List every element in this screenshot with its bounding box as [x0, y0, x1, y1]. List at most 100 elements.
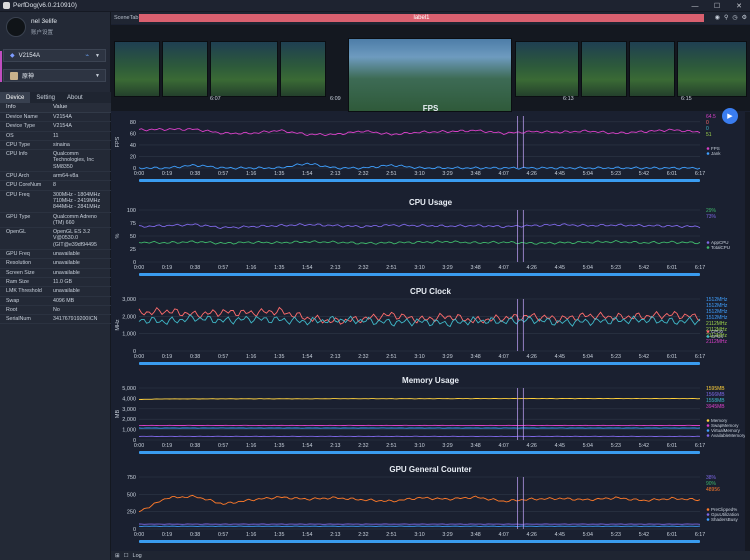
legend-entry[interactable]: PreClipped% [711, 507, 737, 512]
legend-entry[interactable]: FPS [711, 146, 720, 151]
x-tick-label: 5:23 [611, 265, 621, 271]
x-tick-label: 2:32 [358, 265, 368, 271]
chart-3[interactable]: 0 1,000 2,000 3,000 4,000 5,000 MB 0:00 0:19 0:38… [111, 374, 750, 462]
close-button[interactable]: ✕ [736, 3, 742, 10]
legend-entry[interactable]: TotalCPU [711, 245, 730, 250]
settings-icon[interactable]: ⚙ [741, 15, 747, 21]
x-tick-label: 0:19 [162, 171, 172, 177]
log-checkbox[interactable]: ☐ [123, 552, 129, 559]
chart-0[interactable]: 0 20 40 60 80 FPS 0:00 0:19 0:38 0:57 1:16 1:35 1:54… [111, 102, 750, 190]
device-icon: ◆ [10, 53, 15, 59]
row-label: Resolution [6, 260, 32, 267]
timeline-scrollbar[interactable] [139, 273, 700, 276]
chart-svg[interactable]: 0 1,000 2,000 3,000 4,000 5,000 MB 0:00 0:19 0:38… [111, 374, 750, 462]
x-tick-label: 2:13 [330, 532, 340, 538]
tab-device[interactable]: Device [0, 92, 31, 103]
y-tick-label: 750 [127, 475, 136, 481]
row-label: OpenGL [6, 229, 27, 236]
header-info: Info [6, 104, 16, 111]
legend-entry[interactable]: AvailableMemory [711, 433, 746, 438]
screenshot-thumbnail[interactable] [677, 41, 747, 97]
expand-icon[interactable]: ⊞ [115, 552, 120, 559]
screenshot-thumbnail[interactable] [581, 41, 627, 97]
chart-svg[interactable]: 0 250 500 750 0:00 0:19 0:38 0:57 1:16 1:35 1:54 2:… [111, 463, 750, 551]
thumbnail-time: 6:15 [681, 96, 692, 102]
chevron-down-icon: ▼ [95, 72, 100, 79]
vertical-scrollbar[interactable] [745, 112, 750, 552]
thumbnail-time: 6:13 [563, 96, 574, 102]
chart-title: FPS [422, 104, 439, 113]
chart-svg[interactable]: 0 20 40 60 80 FPS 0:00 0:19 0:38 0:57 1:16 1:35 1:54… [111, 102, 750, 190]
legend-value: 38% [706, 475, 717, 481]
account-settings-link[interactable]: 账户设置 [31, 30, 54, 36]
chart-svg[interactable]: 0 25 50 75 100% 0:00 0:19 0:38 0:57 1:16 1:35 1:54 2… [111, 196, 750, 284]
user-section[interactable]: nel 3elife 账户设置 [0, 12, 110, 42]
chart-svg[interactable]: 0 1,000 2,000 3,000 MHz 0:00 0:19 0:38 0:57 1:16 1… [111, 285, 750, 373]
x-tick-label: 6:17 [695, 265, 705, 271]
x-tick-label: 0:00 [134, 443, 144, 449]
tab-about[interactable]: About [67, 94, 83, 101]
app-select[interactable]: 原神 ▼ [3, 69, 106, 82]
minimize-button[interactable]: — [691, 2, 699, 10]
x-tick-label: 3:48 [470, 265, 480, 271]
scene-bar: SceneTab label1 ◉ ⚲ ◷ ⚙ [111, 12, 750, 24]
x-tick-label: 6:01 [667, 532, 677, 538]
x-tick-label: 2:32 [358, 171, 368, 177]
x-tick-label: 1:54 [302, 171, 312, 177]
timeline-scrollbar[interactable] [139, 540, 700, 543]
legend-entry[interactable]: VirtualMemory [711, 428, 741, 433]
x-tick-label: 0:38 [190, 532, 200, 538]
table-row: Device Type V2154A [0, 122, 111, 132]
timeline-scrollbar[interactable] [139, 362, 700, 365]
pin-icon[interactable]: ⚲ [723, 15, 729, 21]
tab-setting[interactable]: Setting [36, 94, 56, 101]
chart-4[interactable]: 0 250 500 750 0:00 0:19 0:38 0:57 1:16 1:35 1:54 2:… [111, 463, 750, 551]
screenshot-current[interactable] [348, 38, 512, 112]
x-tick-label: 1:54 [302, 443, 312, 449]
screenshot-thumbnail[interactable] [515, 41, 579, 97]
avatar[interactable] [6, 17, 26, 37]
maximize-button[interactable]: ☐ [713, 3, 721, 10]
timeline-scrollbar[interactable] [139, 179, 700, 182]
y-tick-label: 2,000 [122, 417, 136, 423]
screenshot-strip[interactable]: 6:07 6:09 6:13 6:15 [111, 25, 750, 112]
legend-entry[interactable]: AppCPU [711, 240, 729, 245]
legend-entry[interactable]: Jank [711, 151, 721, 156]
x-tick-label: 3:48 [470, 354, 480, 360]
series-line [138, 494, 701, 513]
screenshot-thumbnail[interactable] [114, 41, 160, 97]
scene-label[interactable]: label1 [139, 14, 704, 22]
device-select[interactable]: ◆ V2154A ⌁ ▼ [3, 49, 106, 62]
screenshot-thumbnail[interactable] [280, 41, 326, 97]
y-tick-label: 1,000 [122, 332, 136, 338]
legend-entry[interactable]: ShadersBusy [711, 517, 739, 522]
chart-title: GPU General Counter [389, 465, 472, 474]
legend-entry[interactable]: GpuUtilization [711, 512, 740, 517]
legend-entry[interactable]: SwapMemory [711, 423, 739, 428]
y-axis-label: MHz [115, 319, 121, 331]
screenshot-thumbnail[interactable] [210, 41, 278, 97]
location-icon[interactable]: ◉ [714, 15, 720, 21]
legend-value: 51 [706, 132, 712, 138]
x-tick-label: 0:00 [134, 354, 144, 360]
legend-entry[interactable]: CPU4 [711, 334, 724, 339]
x-tick-label: 3:48 [470, 532, 480, 538]
chart-1[interactable]: 0 25 50 75 100% 0:00 0:19 0:38 0:57 1:16 1:35 1:54 2… [111, 196, 750, 284]
row-label: CPU Freq [6, 191, 30, 198]
wifi-icon[interactable]: ⌁ [85, 53, 89, 59]
x-tick-label: 4:07 [498, 443, 508, 449]
row-value: OpenGL ES 3.2 V@0530.0 (GIT@e39df94495 [53, 229, 97, 248]
x-tick-label: 3:48 [470, 171, 480, 177]
screenshot-thumbnail[interactable] [629, 41, 675, 97]
legend-entry[interactable]: CPU0 [711, 329, 724, 334]
screenshot-thumbnail[interactable] [162, 41, 208, 97]
play-button[interactable]: ▶ [722, 108, 738, 124]
table-row: CPU Freq 300MHz - 1804MHz 710MHz - 2419MH… [0, 191, 111, 213]
x-tick-label: 3:29 [442, 354, 452, 360]
legend-marker [706, 424, 710, 427]
scene-tab[interactable]: SceneTab [114, 15, 139, 21]
clock-icon[interactable]: ◷ [732, 15, 738, 21]
legend-entry[interactable]: Memory [711, 418, 728, 423]
chart-2[interactable]: 0 1,000 2,000 3,000 MHz 0:00 0:19 0:38 0:57 1:16 1… [111, 285, 750, 373]
timeline-scrollbar[interactable] [139, 451, 700, 454]
